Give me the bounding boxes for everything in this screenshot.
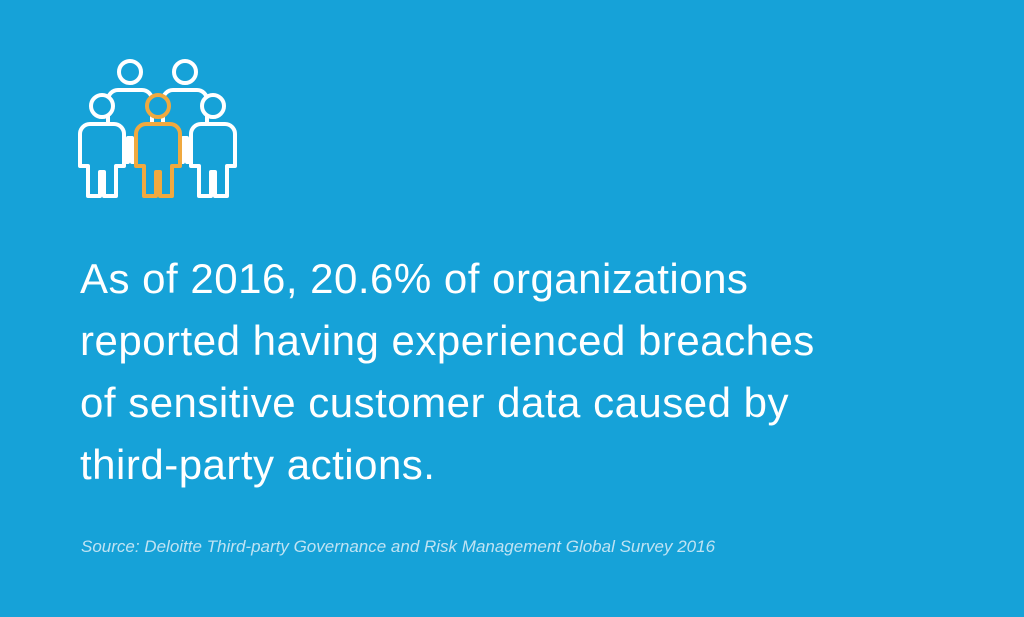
people-icon [78,59,237,198]
statement: As of 2016, 20.6% of organizations repor… [80,248,815,496]
statement-line: reported having experienced breaches [80,317,815,364]
source-note: Source: Deloitte Third-party Governance … [81,537,716,556]
statement-line: of sensitive customer data caused by [80,379,790,426]
statement-line: third-party actions. [80,441,436,488]
statement-line: As of 2016, 20.6% of organizations [80,255,749,302]
